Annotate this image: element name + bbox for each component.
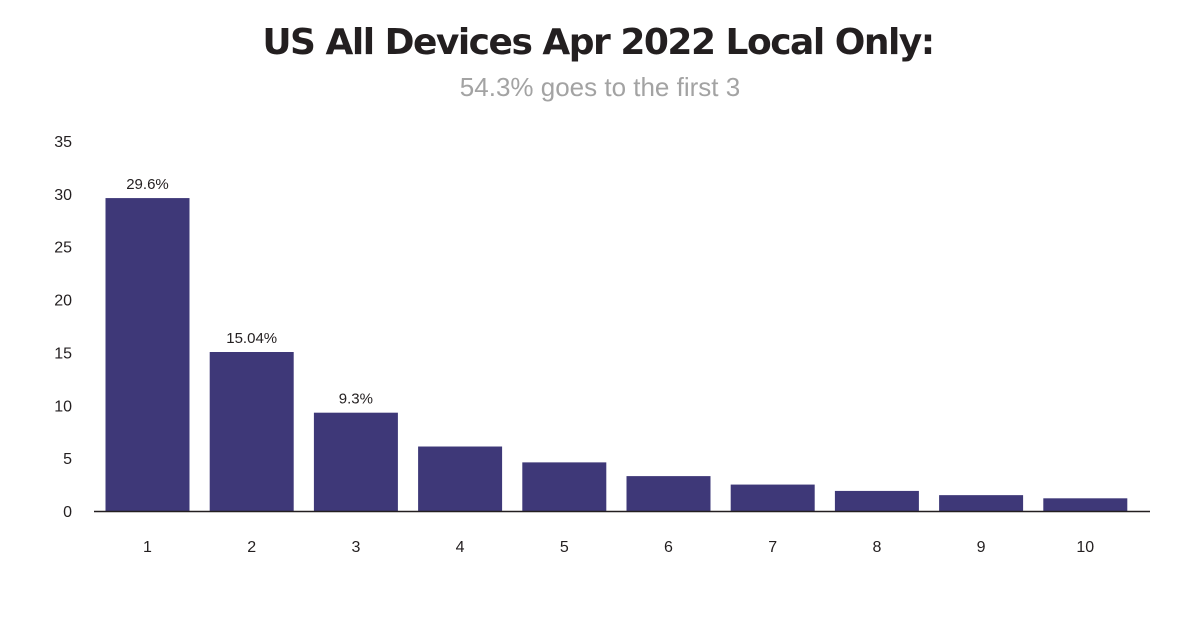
bar [834, 490, 919, 511]
x-tick-label: 7 [768, 539, 777, 556]
bars [105, 198, 1128, 512]
bar [730, 484, 815, 511]
bar [522, 462, 607, 511]
bar [1043, 498, 1128, 511]
x-tick-label: 2 [247, 539, 256, 556]
x-tick-label: 10 [1076, 539, 1094, 556]
y-tick-label: 0 [63, 504, 72, 521]
y-tick-label: 30 [54, 187, 72, 204]
bar [313, 412, 398, 511]
bar [418, 446, 503, 511]
data-labels: 29.6% 15.04% 9.3% [126, 176, 373, 408]
x-tick-label: 1 [143, 539, 152, 556]
y-tick-label: 5 [63, 451, 72, 468]
data-label: 9.3% [339, 391, 373, 408]
y-tick-label: 10 [54, 398, 72, 415]
x-tick-label: 3 [351, 539, 360, 556]
y-tick-label: 35 [54, 134, 72, 151]
chart-title: US All Devices Apr 2022 Local Only: [262, 22, 935, 63]
y-axis-ticks: 0 5 10 15 20 25 30 35 [54, 134, 72, 521]
chart-subtitle: 54.3% goes to the first 3 [459, 72, 741, 102]
bar [105, 198, 190, 512]
x-tick-label: 8 [872, 539, 881, 556]
x-tick-label: 6 [664, 539, 673, 556]
bar [939, 495, 1024, 511]
y-tick-label: 20 [54, 293, 72, 310]
data-label: 29.6% [126, 176, 169, 193]
x-tick-label: 5 [560, 539, 569, 556]
bar [626, 476, 711, 511]
x-axis-labels: 1 2 3 4 5 6 7 8 9 10 [143, 539, 1094, 556]
data-label: 15.04% [226, 330, 277, 347]
x-tick-label: 9 [977, 539, 986, 556]
y-tick-label: 25 [54, 240, 72, 257]
bar [209, 352, 294, 511]
x-tick-label: 4 [456, 539, 465, 556]
y-tick-label: 15 [54, 345, 72, 362]
